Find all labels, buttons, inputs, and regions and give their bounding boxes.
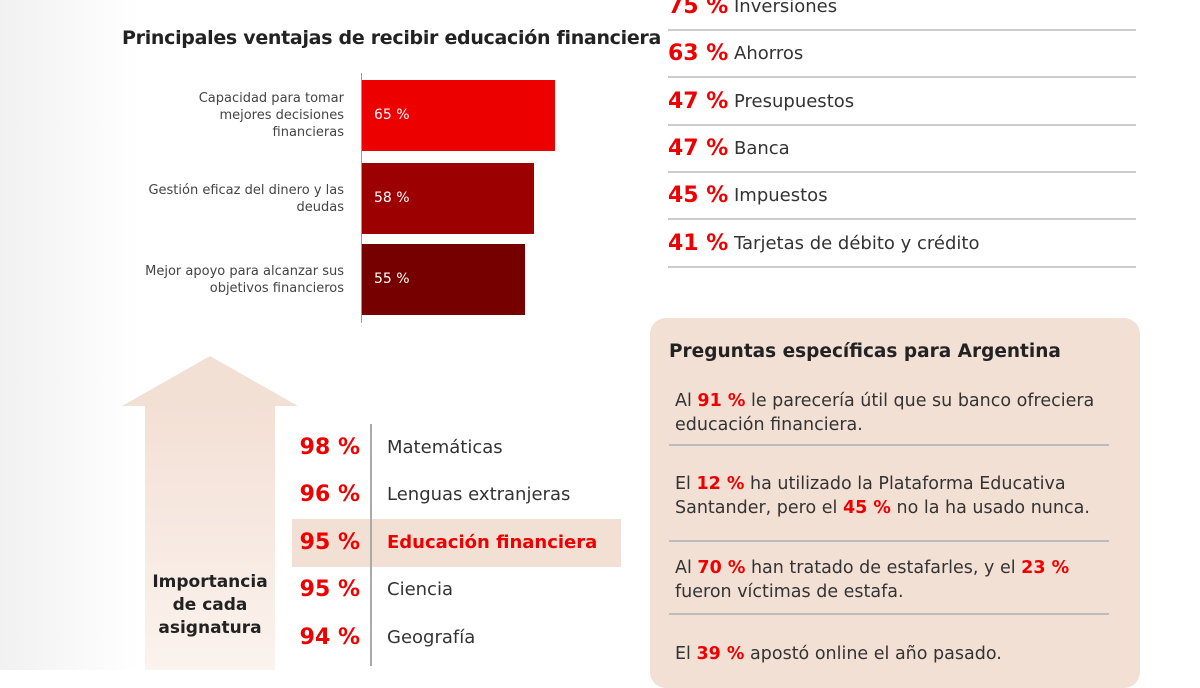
subject-percent: 96 % (299, 482, 360, 508)
panel-item: Al 91 % le parecería útil que su banco o… (675, 389, 1115, 437)
topic-row: 47 % Banca (668, 126, 1136, 173)
panel-item: El 12 % ha utilizado la Plataforma Educa… (675, 472, 1115, 520)
topic-row: 63 % Ahorros (668, 31, 1136, 79)
subject-percent: 95 % (299, 577, 360, 603)
bar-value-label: 58 % (374, 190, 410, 206)
background-fade (0, 0, 140, 670)
item-text: no la ha usado nunca. (890, 498, 1090, 518)
topic-row: 45 % Impuestos (668, 173, 1136, 221)
topic-label: Tarjetas de débito y crédito (734, 232, 980, 254)
item-text: El (675, 474, 697, 494)
bar (362, 244, 526, 315)
category-label: Gestión eficaz del dinero y las deudas (148, 182, 344, 215)
item-text: Al (675, 558, 698, 578)
subject-name: Geografía (387, 626, 476, 648)
topic-label: Presupuestos (734, 90, 855, 112)
topic-label: Ahorros (734, 43, 804, 65)
subject-row: 95 % Educación financiera (292, 519, 598, 566)
highlight-percent: 23 % (1021, 558, 1070, 578)
panel-separator (669, 444, 1109, 446)
arrow-shaft (145, 406, 275, 670)
subject-percent: 95 % (299, 529, 360, 555)
topic-percent: 47 % (668, 135, 729, 161)
panel-item: El 39 % apostó online el año pasado. (675, 642, 1115, 666)
panel-item: Al 70 % han tratado de estafarles, y el … (675, 556, 1115, 604)
subjects-divider (370, 424, 372, 666)
category-label: Capacidad para tomar mejores decisiones … (198, 91, 344, 140)
subjects-label: Importancia de cada asignatura (152, 572, 268, 638)
subject-name: Ciencia (387, 579, 453, 601)
highlight-row (292, 519, 621, 567)
topic-percent: 63 % (668, 41, 729, 67)
topic-percent: 75 % (668, 0, 729, 19)
item-text: Al (675, 391, 698, 411)
subject-row: 98 % Matemáticas (292, 424, 503, 471)
subject-name: Lenguas extranjeras (387, 484, 571, 506)
topic-label: Banca (734, 137, 790, 159)
topic-row: 47 % Presupuestos (668, 79, 1136, 126)
topic-row: 41 % Tarjetas de débito y crédito (668, 221, 1136, 268)
highlight-percent: 39 % (696, 644, 745, 664)
panel-separator (669, 540, 1109, 542)
item-text: han tratado de estafarles, y el (745, 558, 1022, 578)
item-text: le parecería útil que su banco ofreciera… (675, 391, 1095, 435)
subject-percent: 94 % (299, 624, 360, 650)
topic-label: Inversiones (734, 0, 838, 17)
subject-row: 94 % Geografía (292, 614, 476, 661)
item-text: apostó online el año pasado. (744, 644, 1002, 664)
argentina-panel (650, 318, 1140, 688)
chart-axis (361, 73, 362, 323)
panel-separator (669, 613, 1109, 615)
item-text: fueron víctimas de estafa. (675, 582, 904, 602)
subject-row: 95 % Ciencia (292, 566, 453, 613)
bar (362, 163, 535, 234)
chart-title: Principales ventajas de recibir educació… (122, 27, 662, 49)
highlight-percent: 91 % (697, 391, 746, 411)
highlight-percent: 12 % (696, 474, 745, 494)
topic-label: Impuestos (734, 185, 828, 207)
subject-row: 96 % Lenguas extranjeras (292, 471, 571, 518)
topic-percent: 47 % (668, 88, 729, 114)
bar-value-label: 55 % (374, 271, 410, 287)
category-label: Mejor apoyo para alcanzar sus objetivos … (145, 263, 344, 296)
topic-percent: 41 % (668, 230, 729, 256)
topic-percent: 45 % (668, 183, 729, 209)
subject-name: Matemáticas (387, 437, 503, 458)
topic-row: 75 % Inversiones (668, 0, 1136, 31)
panel-title: Preguntas específicas para Argentina (669, 341, 1061, 362)
subject-percent: 98 % (299, 435, 360, 460)
item-text: El (675, 644, 697, 664)
highlight-percent: 45 % (842, 498, 891, 518)
bar-value-label: 65 % (374, 107, 410, 123)
highlight-percent: 70 % (697, 558, 746, 578)
item-text: ha utilizado la Plataforma Educativa San… (675, 474, 1066, 518)
bar (362, 80, 556, 151)
arrow-up-icon (122, 356, 298, 406)
subject-name: Educación financiera (387, 531, 598, 553)
